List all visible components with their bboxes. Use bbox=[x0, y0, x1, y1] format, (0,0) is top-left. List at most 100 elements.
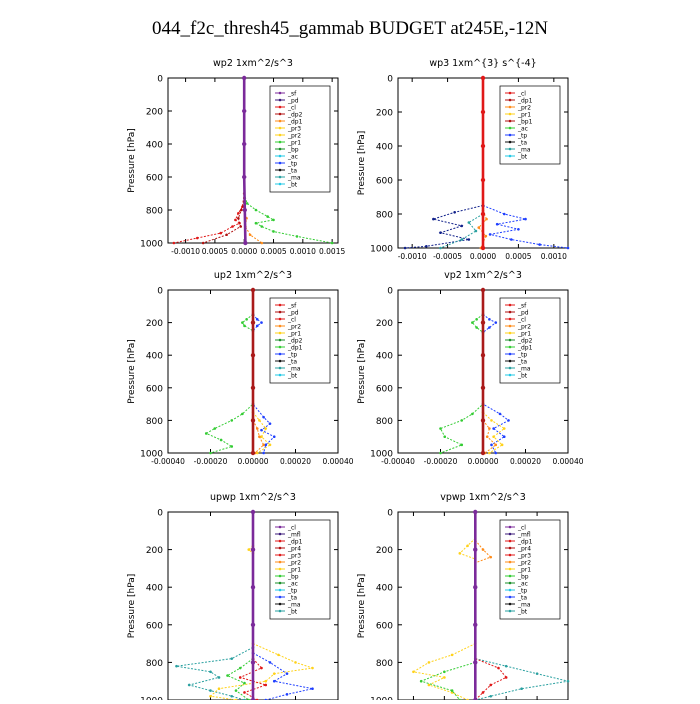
legend-marker bbox=[278, 602, 282, 606]
y-tick-label: 200 bbox=[146, 546, 163, 556]
series-point bbox=[243, 240, 248, 246]
series-point bbox=[520, 687, 523, 691]
legend-entry: _ta bbox=[517, 594, 527, 601]
legend: _sf_pd_cl_pr2_pr1_dp2_dp1_tp_ta_ma_bt bbox=[269, 297, 331, 384]
legend-marker bbox=[278, 588, 282, 592]
series-point bbox=[248, 233, 252, 237]
legend-entry: _pr2 bbox=[287, 132, 301, 139]
series-line-4 bbox=[243, 209, 263, 244]
legend-entry: _dp2 bbox=[517, 337, 533, 344]
series-point bbox=[504, 676, 508, 679]
series-line-5 bbox=[474, 658, 507, 701]
legend-entry: _pr2 bbox=[517, 323, 531, 330]
x-tick-label: -0.00020 bbox=[194, 457, 228, 466]
legend-marker bbox=[278, 119, 282, 123]
legend-entry: _dp1 bbox=[287, 344, 303, 351]
legend-marker bbox=[508, 366, 512, 370]
series-point bbox=[230, 657, 234, 660]
series-point bbox=[443, 435, 447, 439]
series-line-1 bbox=[176, 646, 254, 701]
x-tick-label: -0.0010 bbox=[171, 247, 200, 256]
series-point bbox=[237, 216, 240, 220]
series-point bbox=[485, 217, 488, 221]
legend-entry: _mfl bbox=[287, 531, 301, 538]
series-point bbox=[219, 231, 223, 235]
series-point bbox=[175, 664, 178, 668]
y-tick-label: 800 bbox=[146, 207, 163, 217]
series-point bbox=[507, 419, 510, 422]
legend-marker bbox=[508, 595, 512, 599]
series-point bbox=[412, 670, 415, 674]
series-point bbox=[255, 427, 259, 430]
series-point bbox=[260, 241, 264, 245]
legend-marker bbox=[278, 154, 282, 158]
legend-marker bbox=[278, 126, 282, 130]
series-point bbox=[255, 324, 259, 328]
series-point bbox=[245, 318, 248, 321]
legend-entry: _ac bbox=[517, 125, 528, 132]
series-point bbox=[443, 670, 446, 674]
series-point bbox=[260, 435, 263, 439]
series-point bbox=[268, 661, 272, 664]
series-point bbox=[250, 385, 256, 390]
series-point bbox=[260, 225, 264, 228]
series-point bbox=[474, 229, 478, 233]
series-point bbox=[245, 202, 249, 205]
series-point bbox=[258, 435, 261, 439]
legend-entry: _pr1 bbox=[287, 330, 301, 337]
legend-marker bbox=[278, 303, 282, 307]
series-point bbox=[250, 622, 256, 627]
legend-marker bbox=[508, 581, 512, 585]
series-line-2 bbox=[405, 205, 484, 249]
x-tick-label: 0.0005 bbox=[260, 247, 286, 256]
y-tick-label: 200 bbox=[146, 108, 163, 118]
legend-entry: _bt bbox=[517, 372, 528, 379]
series-line-1 bbox=[475, 658, 569, 701]
chart-panel-6: vpwp 1xm^2/s^3 Pressure [hPa] 0 200 400 600 80… bbox=[357, 492, 570, 704]
legend-entry: _dp1 bbox=[517, 97, 533, 104]
x-tick-label: 0.0000 bbox=[470, 252, 496, 261]
y-tick-label: 400 bbox=[376, 584, 393, 594]
x-tick-label: 0.00020 bbox=[280, 457, 311, 466]
series-point bbox=[272, 672, 276, 675]
series-point bbox=[217, 676, 221, 679]
series-point bbox=[439, 451, 442, 455]
legend-entry: _pr3 bbox=[287, 552, 301, 559]
legend-marker bbox=[278, 161, 282, 165]
y-tick-label: 0 bbox=[387, 75, 393, 85]
legend-entry: _cl bbox=[517, 316, 526, 323]
series-point bbox=[272, 435, 276, 439]
legend-entry: _ta bbox=[517, 358, 527, 365]
series-point bbox=[480, 109, 486, 115]
legend-marker bbox=[508, 609, 512, 613]
series-point bbox=[250, 450, 256, 456]
series-point bbox=[473, 585, 478, 590]
series-point bbox=[480, 75, 486, 81]
series-point bbox=[494, 451, 498, 455]
legend-marker bbox=[508, 359, 512, 363]
legend-marker bbox=[278, 182, 282, 186]
series-point bbox=[473, 660, 478, 665]
legend-entry: _dp2 bbox=[287, 337, 303, 344]
series-point bbox=[209, 451, 212, 455]
legend-entry: _tp bbox=[517, 351, 527, 358]
series-point bbox=[209, 670, 212, 674]
y-tick-label: 1000 bbox=[370, 697, 393, 701]
series-point bbox=[450, 691, 454, 694]
legend-marker bbox=[508, 546, 512, 550]
series-point bbox=[460, 224, 464, 228]
series-point bbox=[264, 683, 268, 687]
legend-entry: _dp2 bbox=[287, 111, 303, 118]
legend-marker bbox=[508, 532, 512, 536]
series-point bbox=[490, 443, 493, 447]
series-point bbox=[427, 683, 431, 687]
legend-marker bbox=[508, 310, 512, 314]
series-point bbox=[250, 287, 256, 293]
series-point bbox=[238, 676, 242, 679]
legend: _sf_pd_cl_pr2_pr1_dp2_dp1_tp_ta_ma_bt bbox=[499, 297, 561, 384]
legend-marker bbox=[508, 119, 512, 123]
series-point bbox=[250, 547, 256, 552]
legend-entry: _tp bbox=[517, 132, 527, 139]
series-point bbox=[311, 666, 314, 670]
series-point bbox=[239, 208, 243, 212]
